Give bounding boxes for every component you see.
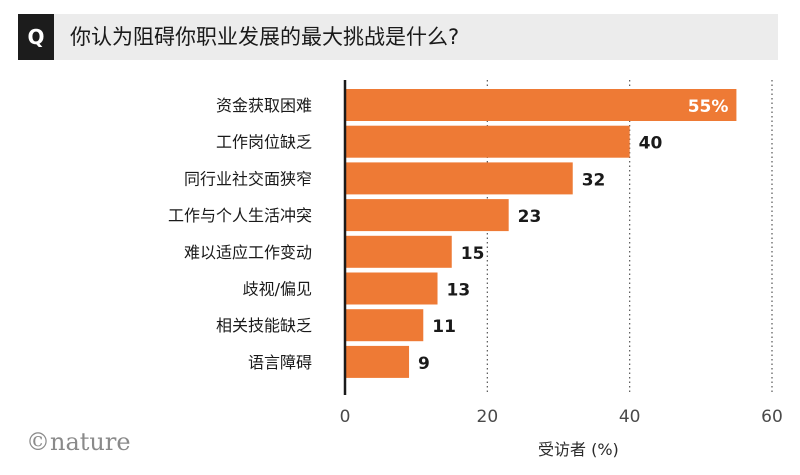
bar: [345, 345, 410, 378]
category-label: 同行业社交面狭窄: [184, 169, 312, 188]
category-label: 语言障碍: [248, 353, 312, 372]
question-header: Q 你认为阻碍你职业发展的最大挑战是什么?: [18, 14, 778, 60]
data-label: 55%: [688, 97, 729, 117]
data-label: 9: [418, 354, 430, 374]
category-label: 难以适应工作变动: [184, 243, 312, 262]
data-label: 32: [582, 170, 606, 190]
category-label: 工作岗位缺乏: [216, 133, 312, 152]
x-tick-label: 0: [340, 407, 351, 427]
x-tick-label: 40: [619, 407, 641, 427]
x-tick-label: 60: [761, 407, 783, 427]
bar: [345, 89, 737, 121]
category-label: 歧视/偏见: [243, 280, 312, 299]
bar: [345, 272, 438, 305]
data-label: 15: [461, 244, 485, 264]
question-badge: Q: [18, 14, 54, 60]
data-label: 23: [518, 207, 542, 227]
x-tick-label: 20: [477, 407, 499, 427]
bar: [345, 125, 630, 158]
data-label: 11: [432, 317, 456, 337]
nature-logo: ©nature: [26, 428, 131, 456]
bar: [345, 199, 509, 232]
bar: [345, 162, 573, 195]
bar: [345, 309, 424, 342]
bar: [345, 235, 452, 268]
x-axis-title: 受访者 (%): [538, 440, 619, 459]
question-text: 你认为阻碍你职业发展的最大挑战是什么?: [70, 25, 460, 49]
category-label: 资金获取困难: [216, 96, 312, 115]
data-label: 40: [639, 134, 663, 154]
category-label: 相关技能缺乏: [216, 316, 312, 335]
category-label: 工作与个人生活冲突: [168, 206, 312, 225]
data-label: 13: [447, 281, 471, 301]
